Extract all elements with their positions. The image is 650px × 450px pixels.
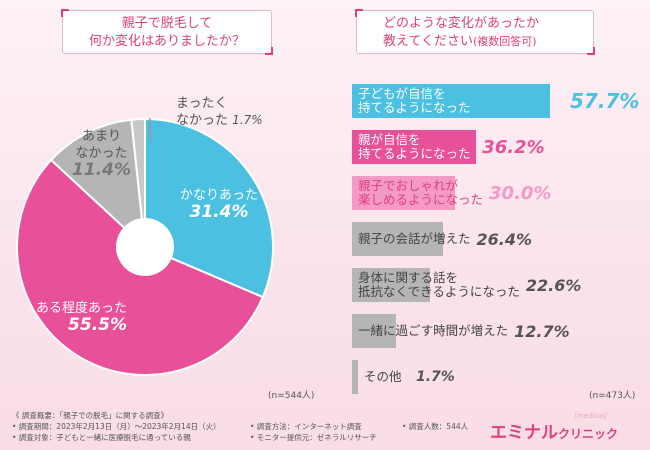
bar-fill (352, 314, 396, 348)
pie-label-amari-text-2: なかった (75, 146, 128, 161)
bar-value: 26.4% (476, 229, 533, 249)
bar-label-line-1: 親が自信を (358, 132, 421, 147)
bar-label-line-2: 持てるようになった (358, 100, 471, 115)
bar-value: 30.0% (489, 182, 552, 204)
bar-fill (352, 130, 477, 164)
bar-fill (352, 176, 455, 210)
bar-label: 親子でおしゃれが 楽しめるようになった (358, 179, 483, 207)
pie-label-amari-text-1: あまり (81, 129, 121, 144)
pie-label-mattaku: まったく なかった 1.7% (176, 95, 263, 129)
question-box-1: 親子で脱毛して 何か変化はありましたか？ (61, 9, 273, 55)
pie-label-mattaku-text-2: なかった (176, 113, 229, 128)
survey-footer: 《 調査概要：「親子での脱毛」に関する調査》 • 調査期間：2023年2月13日… (12, 410, 468, 443)
left-sample-size: (n=544人) (268, 391, 315, 401)
corner-decoration (61, 9, 69, 17)
pie-value-mattaku: 1.7% (232, 113, 263, 127)
bar-fill (352, 84, 550, 118)
bar-label: 子どもが自信を 持てるようになった (358, 87, 471, 115)
bar-label: 身体に関する話を 抵抗なくできるようになった (358, 271, 520, 299)
brand-name: エミナル (490, 423, 558, 443)
question-1-line-2: 何か変化はありましたか？ (88, 34, 245, 49)
question-2-line-2: 教えてください (383, 34, 473, 49)
bar-label: 親子の会話が増えた (358, 232, 471, 246)
survey-method: • 調査方法：インターネット調査 (250, 422, 362, 431)
brand-logo: エミナルクリニック (490, 418, 618, 443)
pie-value-amari: 11.4% (72, 160, 131, 180)
bar-label-line-2: 抵抗なくできるようになった (358, 284, 520, 299)
bar-value: 22.6% (525, 275, 582, 295)
donut-hole (117, 219, 173, 275)
bar-value: 12.7% (514, 321, 570, 341)
bar-label-line-1: 一緒に過ごす時間が増えた (358, 323, 509, 338)
pie-label-aru-text: ある程度あった (36, 301, 128, 316)
bar-value: 57.7% (570, 89, 640, 113)
bar-label-line-1: 子どもが自信を (358, 86, 446, 101)
bar-fill (352, 360, 358, 394)
survey-title: 《 調査概要：「親子での脱毛」に関する調査》 (12, 411, 169, 420)
bar-label-line-1: その他 (364, 369, 402, 384)
pie-value-kanari: 31.4% (189, 202, 249, 222)
bar-value: 1.7% (416, 369, 455, 385)
question-2-line-1: どのような変化があったか (383, 16, 540, 31)
bar-label-line-1: 親子でおしゃれが (358, 178, 459, 193)
pie-label-kanari-text: かなりあった (180, 188, 259, 203)
survey-count: • 調査人数：544人 (402, 422, 469, 431)
survey-period: • 調査期間：2023年2月13日（月）〜2023年2月14日（火） (12, 422, 221, 431)
bar-fill (352, 222, 443, 256)
pie-value-aru: 55.5% (68, 315, 128, 335)
question-box-2: どのような変化があったか 教えてください(複数回答可) (355, 9, 595, 55)
bar-label-line-1: 身体に関する話を (358, 270, 459, 285)
bar-fill (352, 268, 430, 302)
pie-label-amari: あまり なかった 11.4% (72, 128, 131, 179)
corner-decoration (265, 47, 273, 55)
pie-label-kanari: かなりあった 31.4% (180, 187, 258, 221)
brand-tag: [medical] (574, 412, 608, 420)
bar-label-line-2: 楽しめるようになった (358, 192, 484, 207)
corner-decoration (587, 47, 595, 55)
question-1-line-1: 親子で脱毛して (121, 16, 213, 31)
question-2-note: (複数回答可) (472, 35, 537, 48)
bar-value: 36.2% (482, 136, 545, 158)
pie-label-mattaku-text-1: まったく (176, 96, 228, 111)
bar-label-line-1: 親子の会話が増えた (358, 231, 471, 246)
survey-target: • 調査対象：子どもと一緒に医療脱毛に通っている親 (12, 433, 191, 442)
right-sample-size: (n=473人) (589, 391, 636, 401)
bar-label: 一緒に過ごす時間が増えた (358, 324, 508, 338)
bar-label-line-2: 持てるようになった (358, 146, 471, 161)
brand-sub: クリニック (558, 427, 619, 441)
corner-decoration (355, 9, 363, 17)
pie-label-aru: ある程度あった 55.5% (36, 300, 127, 334)
survey-provider: • モニター提供元：ゼネラルリサーチ (250, 433, 377, 442)
bar-label: 親が自信を 持てるようになった (358, 133, 471, 161)
bar-label: その他 (364, 370, 402, 384)
